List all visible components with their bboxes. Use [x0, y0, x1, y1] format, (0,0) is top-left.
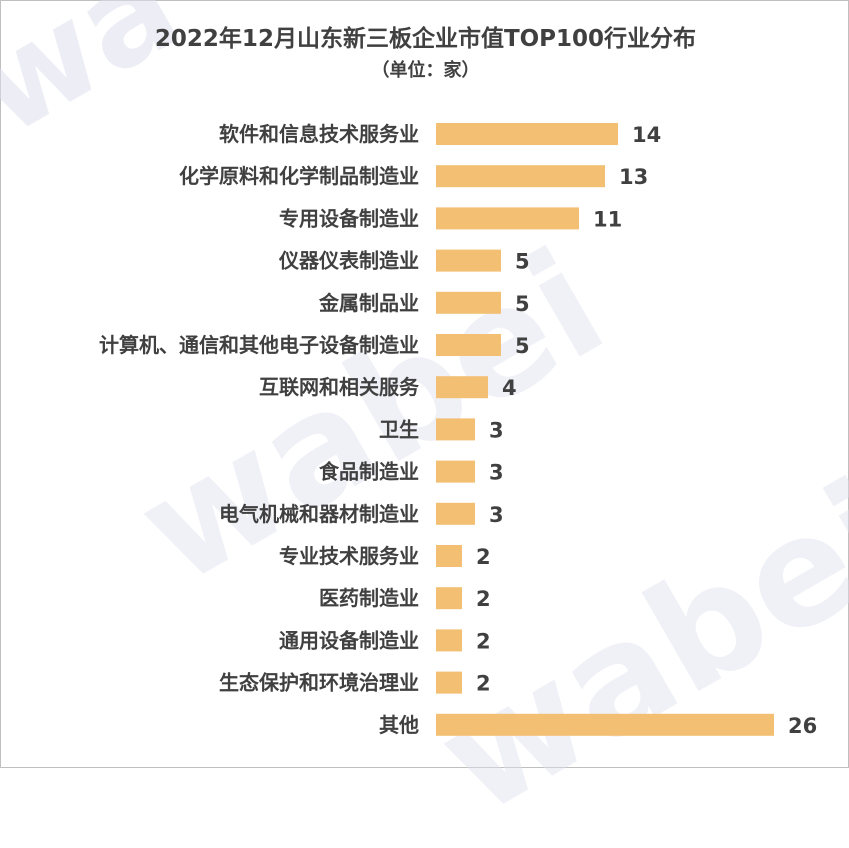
data-label: 3 [489, 503, 504, 527]
chart-title: 2022年12月山东新三板企业市值TOP100行业分布 [154, 26, 697, 52]
chart-subtitle: （单位：家） [371, 60, 480, 81]
bar [436, 460, 475, 483]
data-label: 13 [619, 165, 648, 189]
data-label: 2 [476, 672, 491, 696]
bar [436, 545, 462, 567]
category-label: 金属制品业 [318, 291, 419, 315]
data-label: 2 [476, 545, 491, 569]
category-label: 电气机械和器材制造业 [219, 502, 419, 526]
category-label: 生态保护和环境治理业 [219, 671, 419, 695]
data-label: 5 [515, 334, 530, 358]
category-label: 其他 [379, 713, 419, 737]
category-label: 仪器仪表制造业 [278, 249, 419, 273]
bar [436, 713, 774, 736]
bar [436, 334, 501, 356]
data-label: 26 [788, 714, 817, 738]
category-label: 卫生 [379, 417, 419, 441]
bar [436, 123, 618, 145]
data-label: 3 [489, 418, 504, 442]
category-label: 计算机、通信和其他电子设备制造业 [99, 333, 419, 357]
data-label: 2 [476, 587, 491, 611]
bar [436, 671, 462, 694]
data-label: 4 [502, 376, 517, 400]
category-label: 专业技术服务业 [279, 544, 419, 568]
category-label: 互联网和相关服务 [259, 375, 420, 399]
bar [436, 418, 475, 441]
bar [436, 291, 501, 314]
bar-chart: 软件和信息技术服务业 14 化学原料和化学制品制造业 13 专用设备制造业 11 仪器仪表制… [99, 122, 817, 738]
bar [436, 587, 462, 610]
category-label: 软件和信息技术服务业 [219, 122, 419, 146]
category-label: 通用设备制造业 [279, 628, 419, 652]
data-label: 5 [515, 250, 530, 274]
data-label: 2 [476, 629, 491, 653]
bar [436, 629, 462, 652]
bar [436, 502, 475, 525]
data-label: 3 [489, 461, 504, 485]
data-label: 11 [593, 207, 622, 231]
bar [436, 207, 579, 230]
category-label: 化学原料和化学制品制造业 [179, 164, 419, 188]
bar [436, 165, 605, 188]
data-label: 5 [515, 292, 530, 316]
category-label: 医药制造业 [319, 586, 419, 610]
bar [436, 376, 488, 399]
bar [436, 249, 501, 272]
data-label: 14 [632, 123, 661, 147]
category-label: 专用设备制造业 [279, 206, 419, 230]
category-label: 食品制造业 [319, 460, 419, 484]
